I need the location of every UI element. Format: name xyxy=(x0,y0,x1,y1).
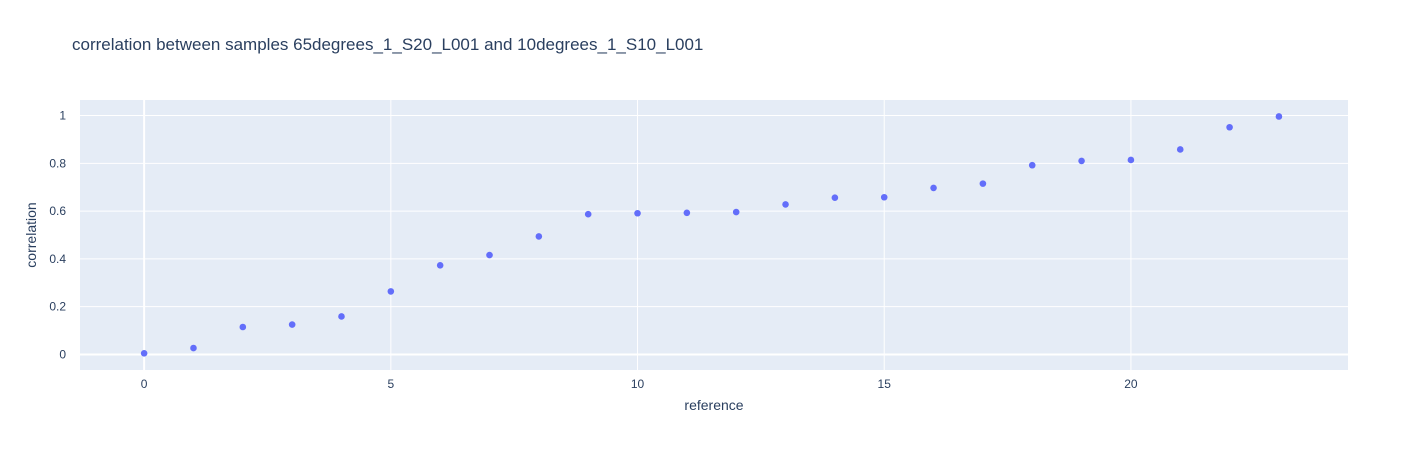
x-tick-label: 0 xyxy=(141,377,148,391)
data-point[interactable] xyxy=(535,233,543,240)
data-point[interactable] xyxy=(782,201,789,208)
data-point[interactable] xyxy=(288,321,296,328)
data-point[interactable] xyxy=(1127,156,1135,164)
data-point[interactable] xyxy=(190,344,197,352)
x-tick-label: 15 xyxy=(878,377,892,391)
data-point[interactable] xyxy=(831,194,839,202)
y-tick-label: 0.2 xyxy=(49,300,66,314)
data-point[interactable] xyxy=(683,209,691,217)
grid-layer xyxy=(80,100,1348,370)
data-point[interactable] xyxy=(1226,123,1233,131)
data-point[interactable] xyxy=(486,251,493,259)
data-point[interactable] xyxy=(1078,157,1085,165)
x-tick-label: 10 xyxy=(631,377,645,391)
data-point[interactable] xyxy=(1275,113,1283,120)
plot-area xyxy=(80,100,1348,370)
data-point[interactable] xyxy=(1176,146,1184,153)
data-point[interactable] xyxy=(338,313,345,320)
data-point[interactable] xyxy=(387,288,395,295)
y-tick-label: 0.4 xyxy=(49,252,66,266)
data-point[interactable] xyxy=(140,349,148,357)
data-point[interactable] xyxy=(1028,161,1036,169)
x-tick-label: 20 xyxy=(1124,377,1138,391)
y-tick-label: 1 xyxy=(59,109,66,123)
x-axis-title: reference xyxy=(684,397,743,413)
data-points xyxy=(140,113,1283,357)
data-point[interactable] xyxy=(634,209,641,217)
data-point[interactable] xyxy=(732,208,740,216)
y-tick-label: 0.8 xyxy=(49,156,66,170)
data-point[interactable] xyxy=(930,184,937,192)
data-point[interactable] xyxy=(584,210,592,218)
data-point[interactable] xyxy=(436,262,444,269)
data-point[interactable] xyxy=(880,193,888,201)
chart-title: correlation between samples 65degrees_1_… xyxy=(72,35,703,54)
data-point[interactable] xyxy=(239,323,247,331)
y-axis-title: correlation xyxy=(23,202,39,267)
y-tick-label: 0 xyxy=(59,347,66,361)
y-tick-label: 0.6 xyxy=(49,204,66,218)
data-point[interactable] xyxy=(979,180,987,187)
tick-labels: 0 5 10 15 20 0 0.2 0.4 0.6 0.8 1 xyxy=(49,109,1138,391)
x-tick-label: 5 xyxy=(387,377,394,391)
